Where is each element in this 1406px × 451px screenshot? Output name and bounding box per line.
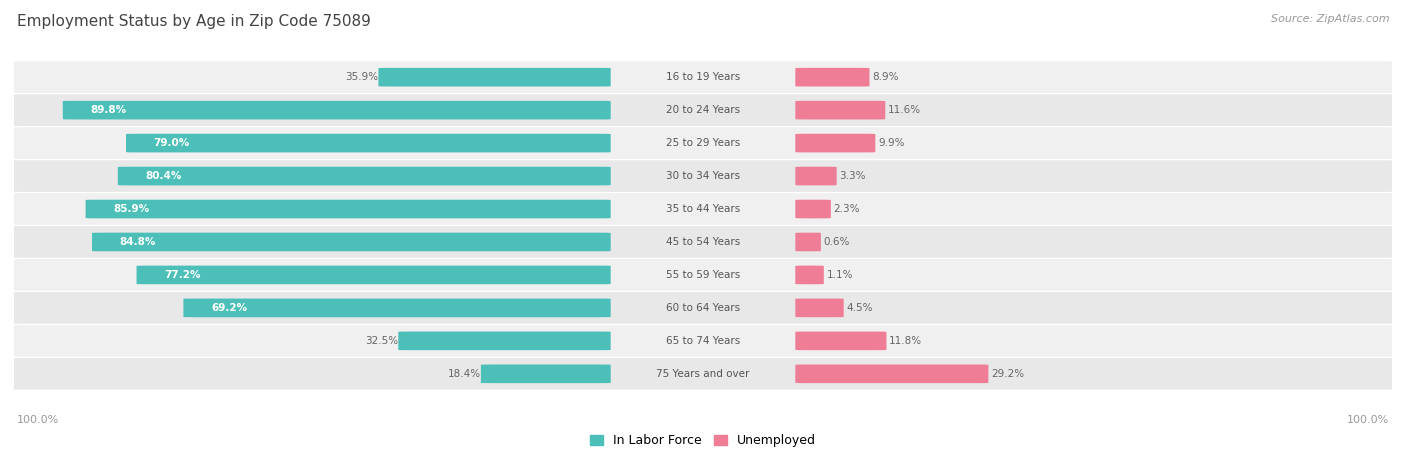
Text: 16 to 19 Years: 16 to 19 Years [666,72,740,82]
FancyBboxPatch shape [7,358,1399,390]
FancyBboxPatch shape [7,160,1399,192]
Text: 1.1%: 1.1% [827,270,853,280]
Text: 8.9%: 8.9% [872,72,898,82]
Text: 89.8%: 89.8% [90,105,127,115]
FancyBboxPatch shape [378,68,610,87]
Text: Employment Status by Age in Zip Code 75089: Employment Status by Age in Zip Code 750… [17,14,371,28]
FancyBboxPatch shape [91,233,610,251]
FancyBboxPatch shape [136,266,610,284]
Text: 84.8%: 84.8% [120,237,156,247]
FancyBboxPatch shape [796,233,821,251]
FancyBboxPatch shape [7,193,1399,225]
FancyBboxPatch shape [7,226,1399,258]
FancyBboxPatch shape [796,200,831,218]
Text: 77.2%: 77.2% [165,270,201,280]
Text: 2.3%: 2.3% [834,204,860,214]
FancyBboxPatch shape [7,292,1399,324]
Text: 75 Years and over: 75 Years and over [657,369,749,379]
Text: 0.6%: 0.6% [824,237,851,247]
Text: 32.5%: 32.5% [366,336,398,346]
FancyBboxPatch shape [7,325,1399,357]
Text: 69.2%: 69.2% [211,303,247,313]
Text: 55 to 59 Years: 55 to 59 Years [666,270,740,280]
Text: 18.4%: 18.4% [447,369,481,379]
FancyBboxPatch shape [796,68,869,87]
FancyBboxPatch shape [796,101,886,120]
Text: 80.4%: 80.4% [145,171,181,181]
Legend: In Labor Force, Unemployed: In Labor Force, Unemployed [585,429,821,451]
Text: 100.0%: 100.0% [1347,415,1389,425]
Text: 45 to 54 Years: 45 to 54 Years [666,237,740,247]
FancyBboxPatch shape [7,127,1399,159]
Text: 30 to 34 Years: 30 to 34 Years [666,171,740,181]
FancyBboxPatch shape [796,266,824,284]
FancyBboxPatch shape [796,299,844,317]
FancyBboxPatch shape [7,94,1399,126]
FancyBboxPatch shape [86,200,610,218]
Text: 11.6%: 11.6% [889,105,921,115]
Text: 3.3%: 3.3% [839,171,866,181]
FancyBboxPatch shape [796,134,876,152]
FancyBboxPatch shape [7,61,1399,93]
Text: 60 to 64 Years: 60 to 64 Years [666,303,740,313]
FancyBboxPatch shape [796,364,988,383]
Text: 4.5%: 4.5% [846,303,873,313]
Text: Source: ZipAtlas.com: Source: ZipAtlas.com [1271,14,1389,23]
Text: 35.9%: 35.9% [346,72,378,82]
FancyBboxPatch shape [796,331,886,350]
FancyBboxPatch shape [63,101,610,120]
Text: 85.9%: 85.9% [112,204,149,214]
FancyBboxPatch shape [127,134,610,152]
Text: 9.9%: 9.9% [879,138,904,148]
Text: 65 to 74 Years: 65 to 74 Years [666,336,740,346]
FancyBboxPatch shape [481,364,610,383]
Text: 20 to 24 Years: 20 to 24 Years [666,105,740,115]
FancyBboxPatch shape [183,299,610,317]
FancyBboxPatch shape [796,167,837,185]
FancyBboxPatch shape [7,259,1399,291]
FancyBboxPatch shape [118,167,610,185]
Text: 35 to 44 Years: 35 to 44 Years [666,204,740,214]
Text: 29.2%: 29.2% [991,369,1024,379]
Text: 25 to 29 Years: 25 to 29 Years [666,138,740,148]
Text: 79.0%: 79.0% [153,138,190,148]
Text: 100.0%: 100.0% [17,415,59,425]
Text: 11.8%: 11.8% [889,336,922,346]
FancyBboxPatch shape [398,331,610,350]
